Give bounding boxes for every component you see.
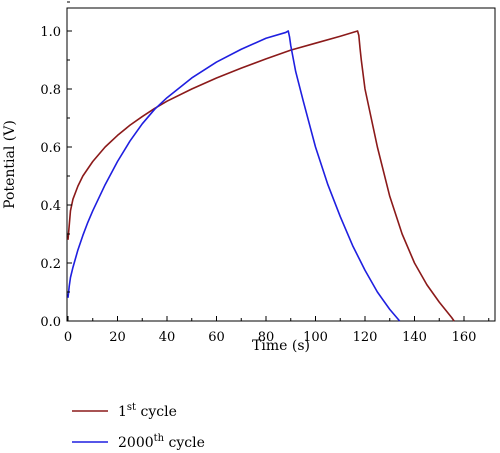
x-tick-label: 140 — [402, 330, 427, 345]
plot-area — [66, 7, 496, 322]
series-line-1st-cycle — [67, 30, 455, 322]
legend-label-1st-rest: cycle — [136, 404, 177, 420]
legend-label-2000th-cycle: 2000th cycle — [118, 433, 205, 451]
series-line-2000th-cycle — [67, 30, 401, 322]
legend: 1st cycle 2000th cycle — [72, 402, 205, 451]
y-tick-label: 0.2 — [40, 257, 61, 272]
y-tick-label: 0.0 — [40, 315, 61, 330]
y-tick-label: 0.4 — [40, 199, 61, 214]
legend-label-1st-base: 1 — [118, 404, 127, 420]
y-tick-label: 1.0 — [40, 25, 61, 40]
legend-label-2000th-rest: cycle — [164, 435, 205, 451]
x-tick-label: 160 — [452, 330, 477, 345]
y-axis-title: Potential (V) — [2, 120, 18, 209]
plot-frame — [66, 7, 496, 322]
x-axis-title: Time (s) — [252, 338, 310, 354]
x-tick-label: 60 — [208, 330, 225, 345]
legend-label-1st-cycle: 1st cycle — [118, 402, 177, 420]
y-axis: 0.0 0.2 0.4 0.6 0.8 1.0 — [40, 1, 72, 330]
legend-label-2000th-base: 2000 — [118, 435, 154, 451]
x-tick-label: 120 — [353, 330, 378, 345]
x-tick-label: 80 — [258, 330, 275, 345]
y-tick-label: 0.8 — [40, 83, 61, 98]
x-tick-label: 0 — [64, 330, 72, 345]
y-tick-label: 0.6 — [40, 141, 61, 156]
x-tick-label: 40 — [159, 330, 176, 345]
legend-label-2000th-sup: th — [154, 433, 165, 444]
x-tick-label: 100 — [303, 330, 328, 345]
legend-label-1st-sup: st — [127, 402, 136, 413]
x-tick-label: 20 — [109, 330, 126, 345]
x-axis: 0 20 40 60 80 100 120 140 160 — [64, 316, 490, 345]
